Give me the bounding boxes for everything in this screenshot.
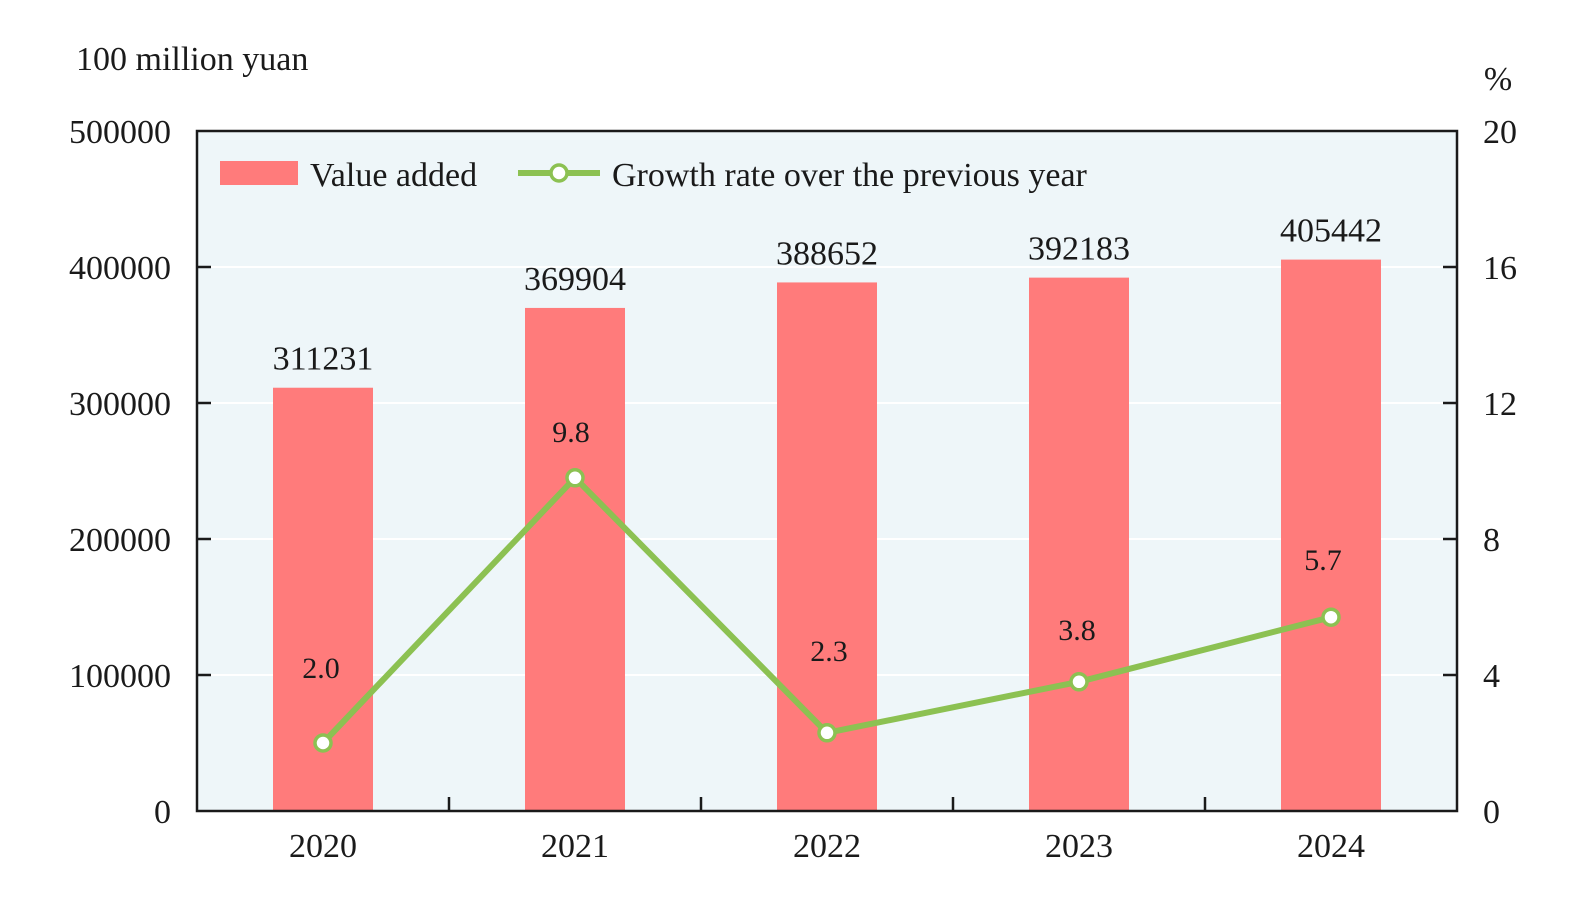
growth-rate-point-2024 [1321,607,1341,627]
bar-label-2022: 388652 [776,235,878,272]
left-tick-label-400000: 400000 [69,250,171,287]
bar-2022 [777,282,877,811]
left-axis-unit: 100 million yuan [76,41,308,78]
legend: Value added Growth rate over the previou… [220,157,1088,194]
left-tick-label-0: 0 [154,794,171,831]
bar-series [273,259,1381,812]
rate-label-2021: 9.8 [552,416,590,449]
right-tick-label-20: 20 [1483,114,1517,151]
x-tick-label-2020: 2020 [289,828,357,865]
left-tick-label-100000: 100000 [69,658,171,695]
rate-label-2022: 2.3 [810,635,848,668]
growth-rate-point-2023 [1069,672,1089,692]
rate-labels: 2.0 9.8 2.3 3.8 5.7 [302,416,1342,685]
bar-label-2020: 311231 [273,341,374,378]
legend-marker-growth-rate [549,163,569,183]
bar-labels: 311231 369904 388652 392183 405442 [273,213,1382,378]
bar-label-2024: 405442 [1280,213,1382,250]
tick-labels: 0 100000 200000 300000 400000 500000 0 4 8 12 16 20… [69,114,1517,865]
x-tick-label-2021: 2021 [541,828,609,865]
growth-rate-point-2022 [817,723,837,743]
plot-frame [195,129,1459,813]
axes [195,129,1459,813]
legend-label-growth-rate: Growth rate over the previous year [612,157,1088,194]
bar-label-2021: 369904 [524,261,626,298]
right-tick-label-12: 12 [1483,386,1517,423]
bar-2021 [525,307,625,811]
left-tick-label-300000: 300000 [69,386,171,423]
right-tick-label-16: 16 [1483,250,1517,287]
x-tick-label-2024: 2024 [1297,828,1365,865]
line-series [313,468,1341,753]
growth-rate-point-2020 [313,733,333,753]
bar-2024 [1281,259,1381,811]
right-tick-label-8: 8 [1483,522,1500,559]
left-tick-label-200000: 200000 [69,522,171,559]
growth-rate-point-2021 [565,468,585,488]
bar-label-2023: 392183 [1028,231,1130,268]
right-axis-unit: % [1484,61,1512,98]
legend-label-value-added: Value added [310,157,477,194]
right-tick-label-0: 0 [1483,794,1500,831]
left-tick-label-500000: 500000 [69,114,171,151]
legend-swatch-value-added [220,161,298,185]
rate-label-2020: 2.0 [302,652,340,685]
rate-label-2023: 3.8 [1058,614,1096,647]
x-tick-label-2023: 2023 [1045,828,1113,865]
right-tick-label-4: 4 [1483,658,1500,695]
bar-2023 [1029,277,1129,812]
rate-label-2024: 5.7 [1304,544,1342,577]
x-tick-label-2022: 2022 [793,828,861,865]
